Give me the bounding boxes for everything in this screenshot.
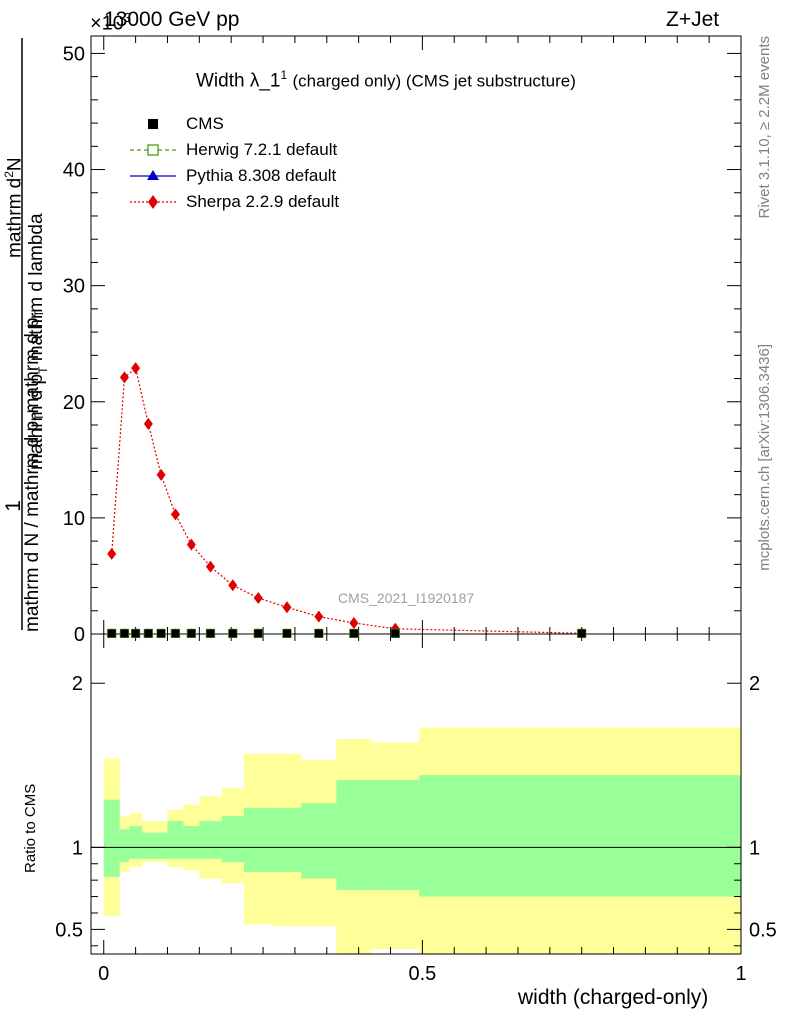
stat-band-7	[199, 821, 222, 859]
sherpa-point-2	[131, 362, 141, 375]
cms-point-7	[206, 629, 215, 638]
main-ytick-label-10: 10	[63, 508, 85, 530]
sherpa-point-11	[314, 610, 324, 623]
sherpa-point-1	[119, 371, 129, 384]
sherpa-point-5	[170, 508, 180, 521]
main-ytick-label-30: 30	[63, 276, 85, 298]
cms-point-12	[349, 629, 358, 638]
cms-point-0	[107, 629, 116, 638]
stat-band-11	[301, 803, 337, 879]
sherpa-point-3	[143, 417, 153, 430]
legend-marker-herwig	[147, 144, 159, 156]
ratio-frame	[90, 633, 742, 955]
ratio-ytick-label-1: 1	[72, 837, 83, 859]
cms-point-2	[131, 629, 140, 638]
cms-point-4	[157, 629, 166, 638]
main-ytick-label-50: 50	[63, 43, 85, 65]
main-ytick-label-0: 0	[74, 624, 85, 646]
mcplots-label: mcplots.cern.ch [arXiv:1306.3436]	[756, 344, 773, 571]
sherpa-point-10	[282, 601, 292, 614]
ratio-ytick-label-0.5: 0.5	[55, 919, 83, 941]
cms-point-6	[187, 629, 196, 638]
stat-band-1	[119, 829, 130, 863]
cms-point-3	[144, 629, 153, 638]
sherpa-point-7	[205, 560, 215, 573]
sherpa-point-12	[349, 616, 359, 629]
ratio-ytick-label-right-2: 2	[749, 673, 760, 695]
sherpa-point-4	[156, 468, 166, 481]
x-axis-label: width (charged-only)	[518, 986, 709, 1009]
cms-point-13	[391, 629, 400, 638]
ratio-ytick-label-right-1: 1	[749, 837, 760, 859]
energy-label: 13000 GeV pp	[104, 8, 240, 31]
exponent-label: ×103	[90, 10, 132, 35]
sherpa-point-6	[186, 538, 196, 551]
legend-label-herwig: Herwig 7.2.1 default	[186, 140, 338, 159]
rivet-label: Rivet 3.1.10, ≥ 2.2M events	[756, 36, 773, 219]
stat-band-4	[154, 832, 168, 859]
stat-band-14	[419, 775, 741, 897]
ratio-ylabel: Ratio to CMS	[22, 783, 39, 873]
stat-band-8	[221, 816, 244, 863]
cms-point-1	[120, 629, 129, 638]
plot-title: Width λ_11 (charged only) (CMS jet subst…	[196, 68, 576, 92]
sherpa-point-8	[228, 579, 238, 592]
stat-band-10	[272, 807, 302, 872]
main-ytick-label-40: 40	[63, 160, 85, 182]
main-ylabel-upper: mathrm d2N	[2, 157, 26, 258]
legend-label-pythia: Pythia 8.308 default	[186, 166, 337, 185]
x-tick-label-0: 0	[98, 963, 109, 985]
cms-point-11	[314, 629, 323, 638]
cms-point-5	[171, 629, 180, 638]
ratio-ytick-label-2: 2	[72, 673, 83, 695]
stat-band-3	[141, 832, 155, 859]
legend-label-sherpa: Sherpa 2.2.9 default	[186, 192, 340, 211]
stat-band-5	[167, 821, 184, 859]
sherpa-point-9	[253, 592, 263, 605]
cms-point-14	[577, 629, 586, 638]
stat-band-0	[103, 799, 120, 877]
analysis-watermark: CMS_2021_I1920187	[338, 590, 475, 606]
stat-band-13	[371, 780, 420, 890]
legend-marker-cms	[148, 119, 158, 129]
process-label: Z+Jet	[666, 8, 720, 31]
cms-point-9	[254, 629, 263, 638]
main-ytick-label-20: 20	[63, 392, 85, 414]
x-tick-label-0.5: 0.5	[408, 963, 436, 985]
ratio-ytick-label-right-0.5: 0.5	[749, 919, 777, 941]
legend-marker-pythia	[147, 170, 159, 180]
main-ylabel-lower: mathrm d pT mathrm d lambda	[26, 213, 50, 470]
stat-band-2	[129, 826, 142, 859]
legend-marker-sherpa	[148, 195, 158, 209]
sherpa-point-0	[107, 547, 117, 560]
stat-band-6	[183, 826, 200, 859]
cms-point-10	[282, 629, 291, 638]
stat-band-9	[243, 807, 273, 872]
legend-label-cms: CMS	[186, 114, 224, 133]
cms-point-8	[228, 629, 237, 638]
x-tick-label-1: 1	[735, 963, 746, 985]
stat-band-12	[336, 780, 372, 890]
